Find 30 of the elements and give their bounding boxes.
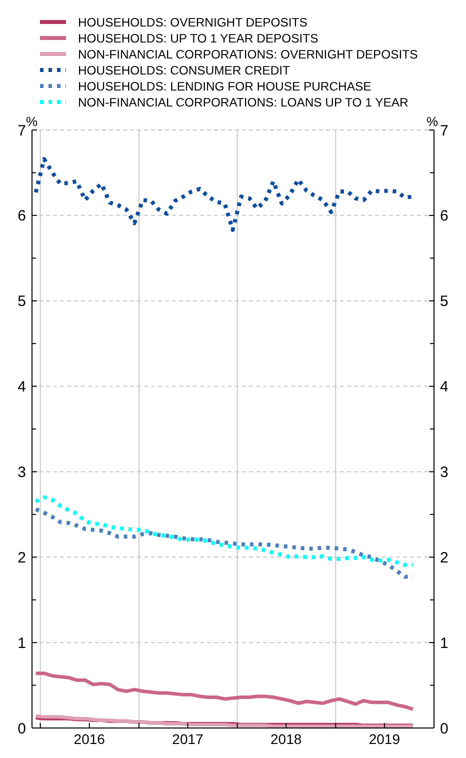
y-tick-label: 7 <box>18 122 26 140</box>
line-series <box>34 495 415 567</box>
x-tick-label: 2019 <box>368 731 400 747</box>
y2-tick-label: 2 <box>440 549 448 566</box>
y2-tick-label: 5 <box>440 293 448 310</box>
y2-tick-label: 3 <box>440 464 448 481</box>
legend-label: HOUSEHOLDS: OVERNIGHT DEPOSITS <box>78 15 308 30</box>
legend-label: NON-FINANCIAL CORPORATIONS: LOANS UP TO 1 YEAR <box>78 95 408 110</box>
y-tick-label: 0 <box>18 720 26 738</box>
y-tick-label: 3 <box>18 464 26 481</box>
y-tick-label: 5 <box>18 293 26 310</box>
x-tick-label: 2017 <box>172 731 204 747</box>
y-tick-label: 1 <box>18 634 26 652</box>
y2-tick-label: 4 <box>440 378 448 396</box>
y2-axis-title: % <box>426 114 438 129</box>
y2-tick-label: 0 <box>440 720 448 738</box>
x-tick-label: 2018 <box>270 731 302 747</box>
legend-label: HOUSEHOLDS: CONSUMER CREDIT <box>78 63 291 78</box>
x-tick-label: 2016 <box>74 731 106 747</box>
y2-tick-label: 7 <box>440 122 448 140</box>
y-axis-title: % <box>26 114 38 129</box>
y-tick-label: 4 <box>18 378 26 396</box>
legend-label: HOUSEHOLDS: LENDING FOR HOUSE PURCHASE <box>78 79 372 94</box>
y-tick-label: 2 <box>18 549 26 566</box>
y2-tick-label: 1 <box>440 634 448 652</box>
y-tick-label: 6 <box>18 208 26 225</box>
y2-tick-label: 6 <box>440 208 448 225</box>
legend-label: NON-FINANCIAL CORPORATIONS: OVERNIGHT DEPOSITS <box>78 47 418 62</box>
legend-label: HOUSEHOLDS: UP TO 1 YEAR DEPOSITS <box>78 31 318 46</box>
line-series <box>34 672 415 711</box>
